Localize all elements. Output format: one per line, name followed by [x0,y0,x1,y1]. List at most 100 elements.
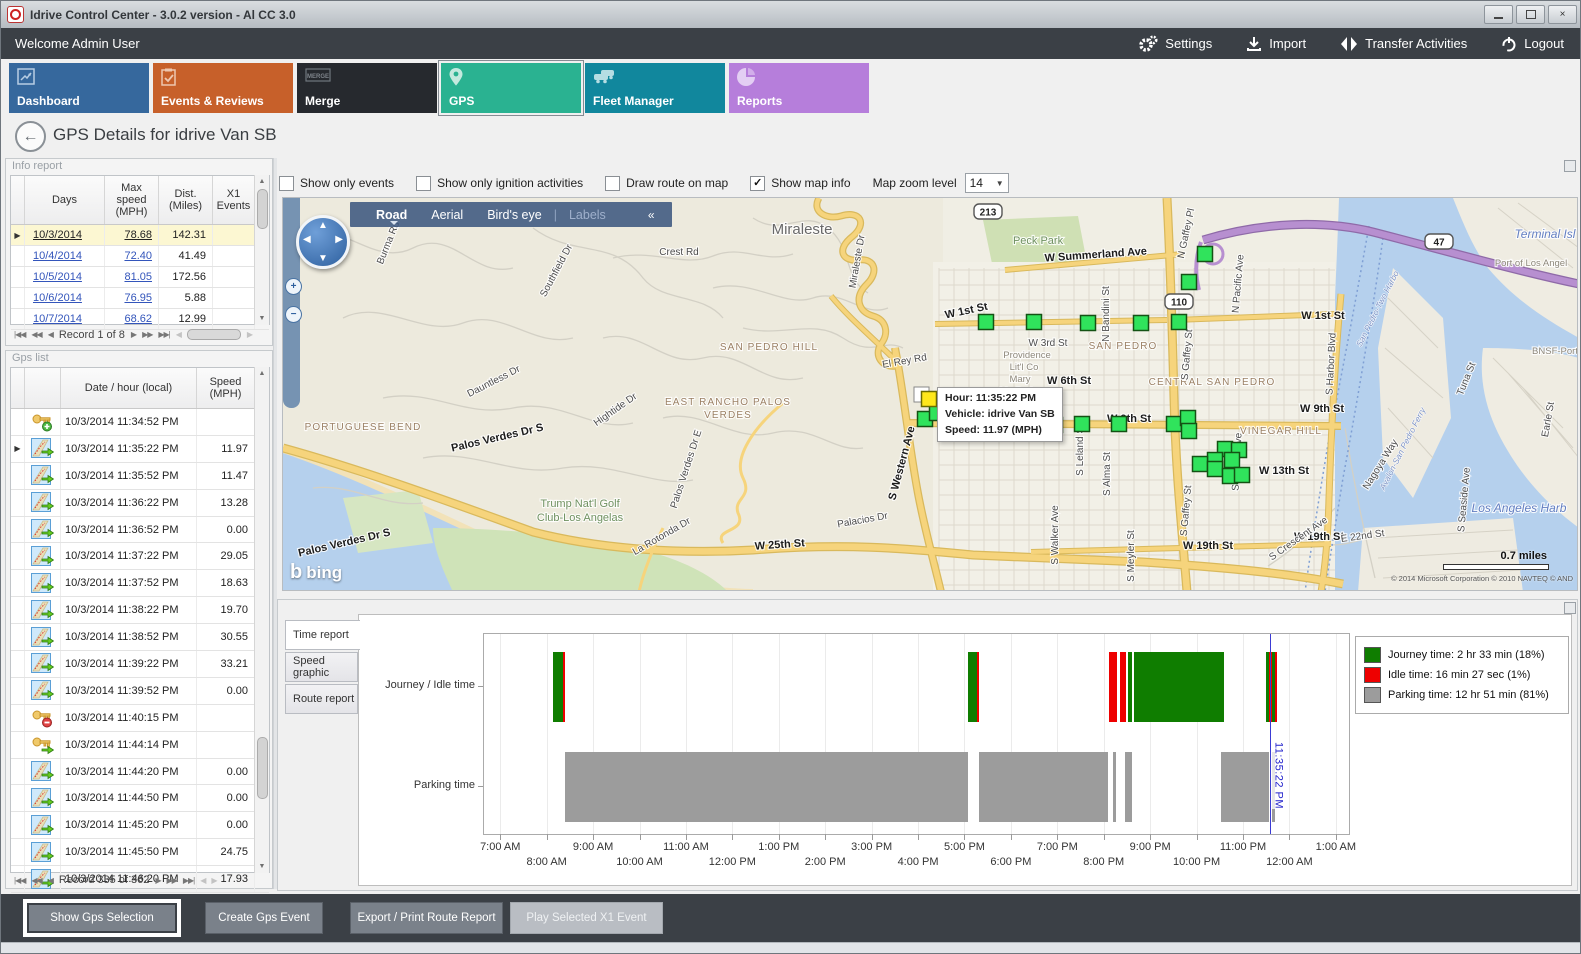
pager-next-page-icon[interactable]: ▶▶ [142,330,153,339]
info-grid-scrollbar[interactable]: ▲ ▼ [254,175,269,325]
hscroll-left-icon[interactable]: ◀ [175,330,182,339]
gps-row[interactable]: 10/3/2014 11:46:20 PM 17.93 [11,866,269,894]
pager-prev-page-icon[interactable]: ◀◀ [31,330,42,339]
gps-point-marker[interactable] [1191,455,1209,473]
info-row[interactable]: ▶ 10/3/2014 78.68 142.31 [11,225,269,246]
vertical-splitter[interactable] [273,158,277,889]
nav-tile-fleet-manager[interactable]: Fleet Manager [585,63,725,113]
gps-point-marker[interactable] [1233,466,1251,484]
column-header[interactable]: Max speed (MPH) [105,176,159,224]
gps-row[interactable]: 10/3/2014 11:39:52 PM 0.00 [11,677,269,705]
map-style-bird-s-eye[interactable]: Bird's eye [487,207,542,222]
gps-point-marker[interactable] [1180,422,1198,440]
nav-tile-merge[interactable]: MERGE Merge [297,63,437,113]
column-header[interactable]: Date / hour (local) [61,368,197,408]
gps-row[interactable]: 10/3/2014 11:45:20 PM 0.00 [11,812,269,840]
maximize-button[interactable] [1516,5,1545,24]
nav-tile-reports[interactable]: Reports [729,63,869,113]
panel-collapse-icon[interactable] [1564,160,1576,172]
info-row[interactable]: 10/7/2014 68.62 12.99 [11,309,269,330]
show-gps-selection-button[interactable]: Show Gps Selection [23,899,181,937]
gps-point-marker[interactable] [1206,460,1224,478]
day-link[interactable]: 10/7/2014 [33,313,82,325]
pager-last-icon[interactable]: ▶▶| [182,875,195,885]
checkbox-show-only-events[interactable]: Show only events [279,175,394,191]
map-zoom-out-button[interactable]: − [285,306,302,323]
gps-row[interactable]: ▶ 10/3/2014 11:35:22 PM 11.97 [11,435,269,463]
gps-markers[interactable] [913,245,1251,485]
gps-row[interactable]: 10/3/2014 11:44:14 PM [11,731,269,759]
back-button[interactable]: ← [15,121,46,152]
gps-row[interactable]: 10/3/2014 11:37:52 PM 18.63 [11,570,269,598]
gps-point-marker[interactable] [977,313,995,331]
import-button[interactable]: Import [1246,36,1306,52]
gps-point-marker[interactable] [1196,245,1214,263]
gps-row[interactable]: 10/3/2014 11:38:22 PM 19.70 [11,597,269,625]
selected-gps-point-marker[interactable] [920,390,938,408]
info-row[interactable]: 10/5/2014 81.05 172.56 [11,267,269,288]
minimize-button[interactable] [1484,5,1513,24]
gps-row[interactable]: 10/3/2014 11:40:15 PM [11,704,269,732]
logout-button[interactable]: Logout [1501,36,1564,52]
pager-next-icon[interactable]: ▶ [155,875,161,885]
max-speed-link[interactable]: 68.62 [124,313,152,325]
day-link[interactable]: 10/5/2014 [33,271,82,283]
gps-row[interactable]: 10/3/2014 11:36:22 PM 13.28 [11,489,269,517]
gps-row[interactable]: 10/3/2014 11:37:22 PM 29.05 [11,543,269,571]
max-speed-link[interactable]: 81.05 [124,271,152,283]
hscroll-thumb[interactable] [186,329,241,340]
hscroll-right-icon[interactable]: ▶ [211,875,217,885]
map-zoom-in-button[interactable]: + [285,278,302,295]
gps-row[interactable]: 10/3/2014 11:36:52 PM 0.00 [11,516,269,544]
gps-row[interactable]: 10/3/2014 11:44:20 PM 0.00 [11,758,269,786]
pager-last-icon[interactable]: ▶▶| [158,330,170,339]
pager-first-icon[interactable]: |◀◀ [14,875,26,885]
gps-point-marker[interactable] [1165,415,1183,433]
gps-row[interactable]: 10/3/2014 11:34:52 PM [11,409,269,436]
gps-row[interactable]: 10/3/2014 11:39:22 PM 33.21 [11,651,269,678]
max-speed-link[interactable]: 76.95 [124,292,152,304]
gps-point-marker[interactable] [1132,314,1150,332]
gps-point-marker[interactable] [1223,451,1241,469]
map-style-aerial[interactable]: Aerial [431,207,464,222]
pager-next-icon[interactable]: ▶ [130,330,137,339]
gps-row[interactable]: 10/3/2014 11:35:52 PM 11.47 [11,462,269,490]
map-style-labels[interactable]: Labels [568,207,606,222]
pager-prev-icon[interactable]: ◀ [47,330,54,339]
map-zoom-level-select[interactable]: 14 ▼ [964,173,1009,193]
info-row[interactable]: 10/6/2014 76.95 5.88 [11,288,269,309]
column-header[interactable]: Dist. (Miles) [159,176,213,224]
info-row[interactable]: 10/4/2014 72.40 41.49 [11,246,269,267]
column-header[interactable]: Speed (MPH) [197,368,255,408]
pager-next-page-icon[interactable]: ▶▶ [166,875,178,885]
create-gps-event-button[interactable]: Create Gps Event [205,902,323,934]
gps-point-marker[interactable] [1073,415,1091,433]
gps-row[interactable]: 10/3/2014 11:44:50 PM 0.00 [11,785,269,813]
map-container[interactable]: Miraleste Burma Rd Crest Rd Southfield Dr Mi… [282,197,1578,591]
pager-first-icon[interactable]: |◀◀ [14,330,26,339]
column-header[interactable]: Days [25,176,105,224]
tab-route-report[interactable]: Route report [285,684,358,714]
checkbox-show-only-ignition-activities[interactable]: Show only ignition activities [416,175,583,191]
column-header[interactable]: X1 Events [213,176,255,224]
tab-time-report[interactable]: Time report [285,620,360,650]
nav-tile-gps[interactable]: GPS [438,60,584,116]
export-print-route-report-button[interactable]: Export / Print Route Report [350,902,503,934]
nav-tile-events-reviews[interactable]: Events & Reviews [153,63,293,113]
time-report-plot[interactable]: 7:00 AM 8:00 AM 9:00 AM 10:00 AM 11:00 AM 12:… [480,633,1356,868]
toolbar-collapse-icon[interactable]: « [647,207,655,222]
close-button[interactable]: × [1548,5,1577,24]
pager-prev-icon[interactable]: ◀ [47,875,54,885]
settings-button[interactable]: Settings [1138,34,1212,53]
map-compass[interactable]: ▲ ▼ ◀ ▶ [296,215,350,269]
day-link[interactable]: 10/4/2014 [33,250,82,262]
gps-point-marker[interactable] [1170,313,1188,331]
gps-point-marker[interactable] [1110,415,1128,433]
hscroll-left-icon[interactable]: ◀ [200,875,206,885]
gps-grid-scrollbar[interactable]: ▲ ▼ [254,367,269,873]
transfer-activities-button[interactable]: Transfer Activities [1340,35,1467,53]
gps-row[interactable]: 10/3/2014 11:45:50 PM 24.75 [11,839,269,867]
map-style-road[interactable]: Road [376,207,408,225]
checkbox-draw-route-on-map[interactable]: Draw route on map [605,175,728,191]
